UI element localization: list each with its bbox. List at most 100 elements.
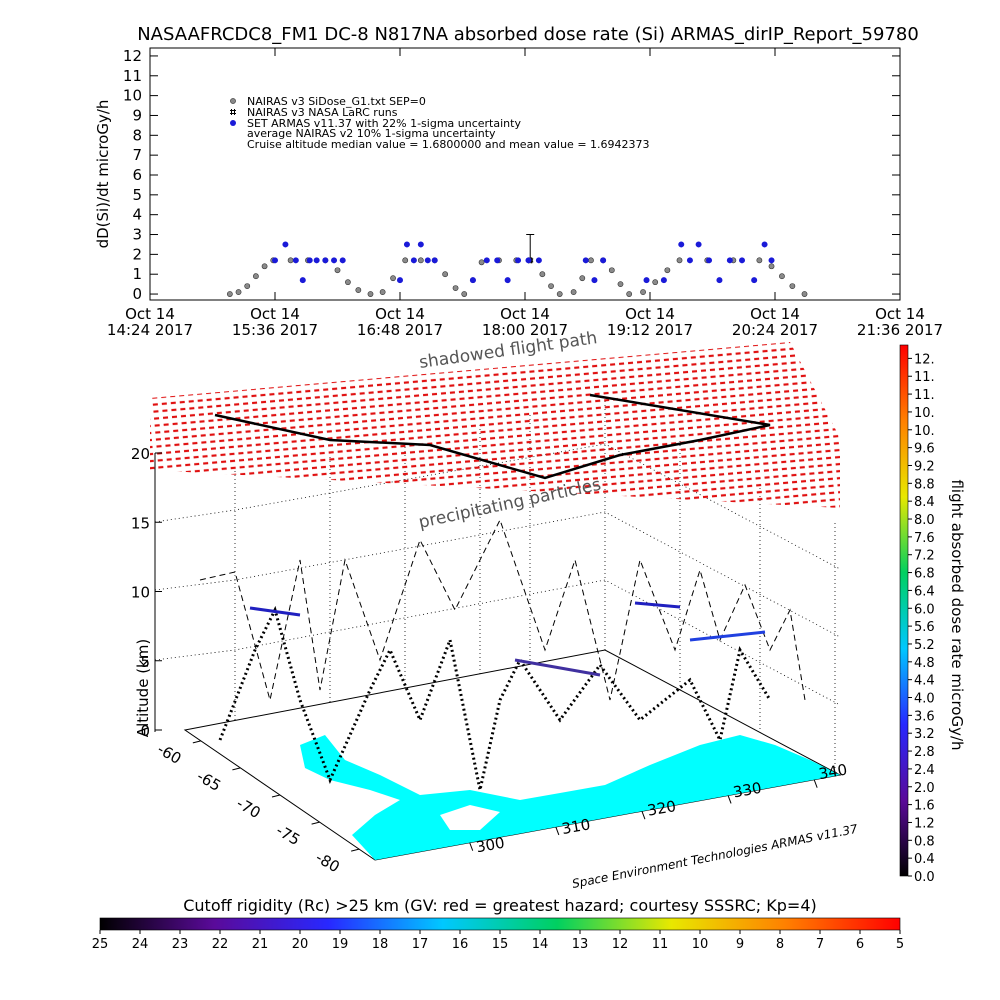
data-point bbox=[695, 241, 702, 248]
z-tick-label: 0 bbox=[140, 722, 150, 740]
y-axis-title: dD(Si)/dt microGy/h bbox=[94, 100, 112, 249]
data-point bbox=[579, 275, 586, 282]
data-point bbox=[739, 257, 746, 264]
data-point bbox=[244, 283, 251, 290]
grid-line bbox=[154, 511, 841, 638]
z-tick-label: 20 bbox=[131, 445, 150, 463]
data-point bbox=[410, 257, 417, 264]
precipitating-particle-layer bbox=[150, 342, 840, 508]
data-point bbox=[306, 257, 313, 264]
data-point bbox=[768, 263, 775, 270]
data-point bbox=[600, 257, 607, 264]
y-tick bbox=[192, 740, 201, 744]
y-tick-label: 9 bbox=[132, 106, 142, 124]
colorbar-tick-label: 3.2 bbox=[914, 727, 935, 742]
flight-track-projection bbox=[199, 518, 806, 701]
data-point bbox=[287, 257, 294, 264]
x-tick-label: 21:36 2017 bbox=[857, 321, 943, 339]
data-point bbox=[261, 263, 268, 270]
colorbar-tick-label: 6.4 bbox=[914, 584, 935, 599]
flight-dose-segment bbox=[689, 630, 766, 642]
data-point bbox=[768, 257, 775, 264]
colorbar-tick-label: 9.6 bbox=[914, 442, 935, 457]
data-point bbox=[424, 257, 431, 264]
colorbar-tick-label: 1.2 bbox=[914, 816, 935, 831]
colorbar-tick-label: 8.0 bbox=[914, 513, 935, 528]
x-tick-label: Oct 14 bbox=[500, 305, 550, 323]
x-tick-label: Oct 14 bbox=[625, 305, 675, 323]
z-tick-label: 10 bbox=[131, 584, 150, 602]
y-tick-label: 5 bbox=[132, 186, 142, 204]
flight-dose-segment bbox=[249, 606, 301, 617]
data-point bbox=[570, 289, 577, 295]
data-point bbox=[548, 283, 554, 290]
colorbar-tick-label: 2.4 bbox=[914, 763, 935, 778]
map-water bbox=[440, 805, 500, 830]
colorbar-tick-label: 11 bbox=[652, 937, 669, 952]
data-point bbox=[761, 241, 768, 248]
colorbar-tick-label: 6.8 bbox=[914, 567, 935, 582]
colorbar-tick-label: 7.2 bbox=[914, 549, 935, 564]
y-tick-label: 4 bbox=[132, 206, 142, 224]
data-point bbox=[588, 257, 594, 264]
y-tick-label: 8 bbox=[132, 126, 142, 144]
data-point bbox=[230, 120, 236, 126]
y-tick bbox=[311, 821, 320, 825]
x-tick-label: Oct 14 bbox=[250, 305, 300, 323]
x-tick-label: 20:24 2017 bbox=[732, 321, 818, 339]
colorbar-tick-label: 1.6 bbox=[914, 799, 935, 814]
data-point bbox=[626, 291, 633, 297]
colorbar-tick-label: 5.6 bbox=[914, 620, 935, 635]
x-tick-label: Oct 14 bbox=[875, 305, 925, 323]
data-point bbox=[478, 259, 485, 266]
data-point bbox=[452, 285, 459, 291]
y-tick-label: 2 bbox=[132, 245, 142, 263]
colorbar-tick-label: 6 bbox=[856, 937, 864, 952]
data-point bbox=[515, 257, 522, 264]
data-point bbox=[652, 279, 659, 286]
x-tick-label: 15:36 2017 bbox=[232, 321, 318, 339]
data-point bbox=[664, 267, 671, 274]
data-point bbox=[706, 257, 713, 264]
y-tick bbox=[351, 848, 360, 852]
error-bar bbox=[526, 234, 535, 261]
z-tick-label: 15 bbox=[131, 514, 150, 532]
data-point bbox=[582, 257, 589, 264]
colorbar-tick-label: 5.2 bbox=[914, 638, 935, 653]
colorbar-tick-label: 8.4 bbox=[914, 495, 935, 510]
data-point bbox=[525, 257, 532, 264]
data-point bbox=[801, 291, 808, 297]
y-tick-label: 7 bbox=[132, 146, 142, 164]
colorbar-tick-label: 13 bbox=[572, 937, 589, 952]
data-point bbox=[756, 257, 763, 264]
colorbar-tick-label: 8.8 bbox=[914, 477, 935, 492]
colorbar-tick-label: 5 bbox=[896, 937, 904, 952]
data-point bbox=[345, 279, 351, 286]
data-point bbox=[379, 289, 386, 295]
colorbar-tick-label: 3.6 bbox=[914, 709, 935, 724]
legend-label: NAIRAS v3 NASA LaRC runs bbox=[247, 106, 398, 119]
three-d-panel: Altitude (km) shadowed flight path preci… bbox=[131, 328, 859, 891]
x-tick bbox=[469, 842, 474, 851]
data-point bbox=[789, 283, 796, 290]
grid-line bbox=[154, 579, 841, 706]
data-point bbox=[779, 273, 785, 280]
data-point bbox=[504, 277, 511, 284]
y-tick-label: 10 bbox=[123, 87, 142, 105]
data-point bbox=[282, 241, 289, 248]
data-point bbox=[417, 241, 424, 248]
coastline-land bbox=[300, 735, 840, 860]
data-point bbox=[339, 257, 346, 264]
colorbar-tick-label: 7 bbox=[816, 937, 824, 952]
data-point bbox=[403, 241, 410, 248]
colorbar-tick-label: 11. bbox=[914, 388, 935, 403]
legend-label: SET ARMAS v11.37 with 22% 1-sigma uncert… bbox=[247, 117, 521, 130]
annotation: Cruise altitude median value = 1.6800000… bbox=[247, 138, 650, 151]
data-point bbox=[617, 281, 624, 288]
flight-dose-segment bbox=[514, 658, 601, 677]
data-point bbox=[235, 289, 242, 295]
colorbar-tick-label: 12 bbox=[612, 937, 629, 952]
colorbar-tick-label: 14 bbox=[532, 937, 549, 952]
x-tick bbox=[555, 826, 560, 836]
